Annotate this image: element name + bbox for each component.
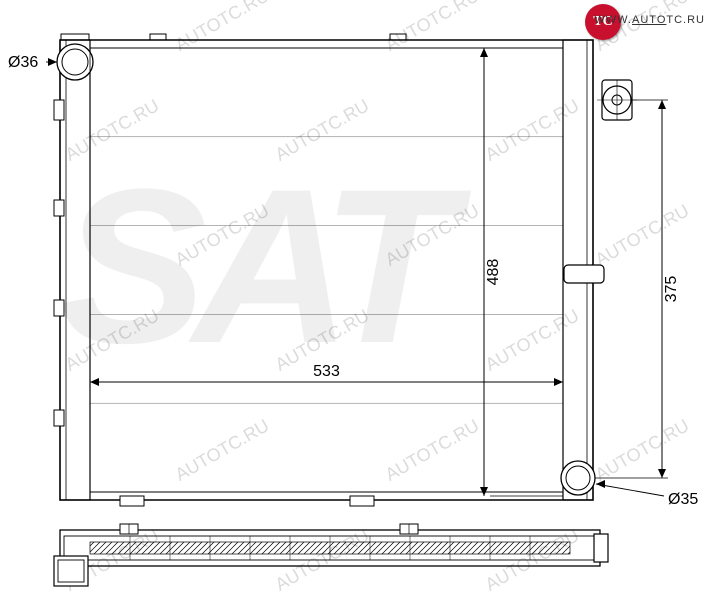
svg-text:Ø36: Ø36	[8, 54, 38, 71]
brand-suffix: TC.RU	[666, 14, 705, 26]
svg-text:533: 533	[313, 363, 340, 380]
brand-auto: AUTO	[632, 14, 666, 26]
brand-site-text: WWW.AUTOTC.RU	[594, 14, 705, 26]
svg-text:Ø35: Ø35	[668, 491, 698, 508]
svg-text:375: 375	[663, 276, 680, 303]
svg-text:488: 488	[485, 259, 502, 286]
brand-prefix: WWW.	[594, 14, 632, 26]
technical-drawing: 533 488 375 Ø36 Ø35	[0, 0, 711, 600]
